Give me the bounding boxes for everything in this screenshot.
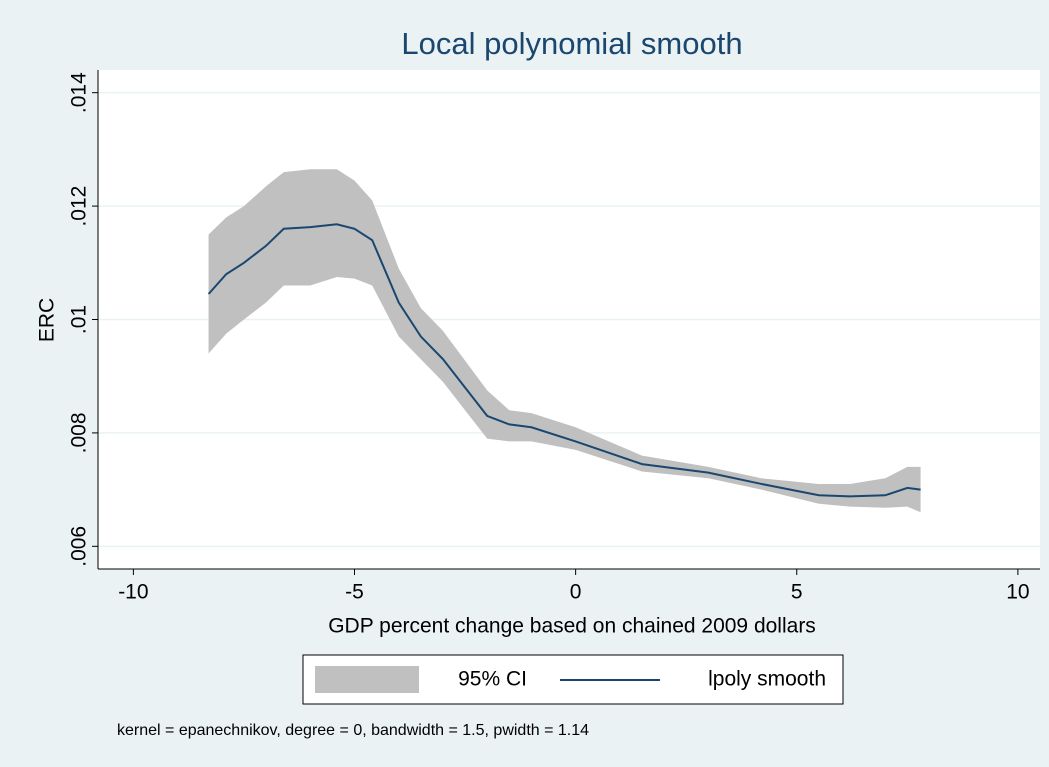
- y-axis-label: ERC: [36, 298, 59, 342]
- x-axis-label: GDP percent change based on chained 2009…: [328, 615, 816, 638]
- note: kernel = epanechnikov, degree = 0, bandw…: [117, 722, 589, 739]
- y-tick-label: .006: [68, 526, 91, 567]
- y-tick-label: .008: [68, 412, 91, 453]
- x-tick-label: 0: [570, 581, 582, 604]
- legend-swatch: [315, 666, 419, 693]
- ci-band: [208, 169, 921, 513]
- x-tick-label: 5: [791, 581, 803, 604]
- y-tick-label: .012: [68, 186, 91, 227]
- x-tick-label: -5: [345, 581, 364, 604]
- smooth-line: [207, 223, 921, 498]
- legend-label: 95% CI: [458, 668, 527, 691]
- legend-label: lpoly smooth: [708, 668, 826, 691]
- x-tick-label: 10: [1006, 581, 1029, 604]
- y-tick-label: .01: [68, 305, 91, 334]
- y-tick-label: .014: [68, 72, 91, 113]
- chart-title: Local polynomial smooth: [401, 26, 742, 61]
- x-tick-label: -10: [118, 581, 148, 604]
